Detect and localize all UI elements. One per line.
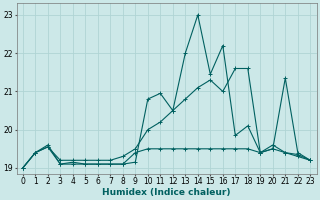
X-axis label: Humidex (Indice chaleur): Humidex (Indice chaleur) (102, 188, 231, 197)
